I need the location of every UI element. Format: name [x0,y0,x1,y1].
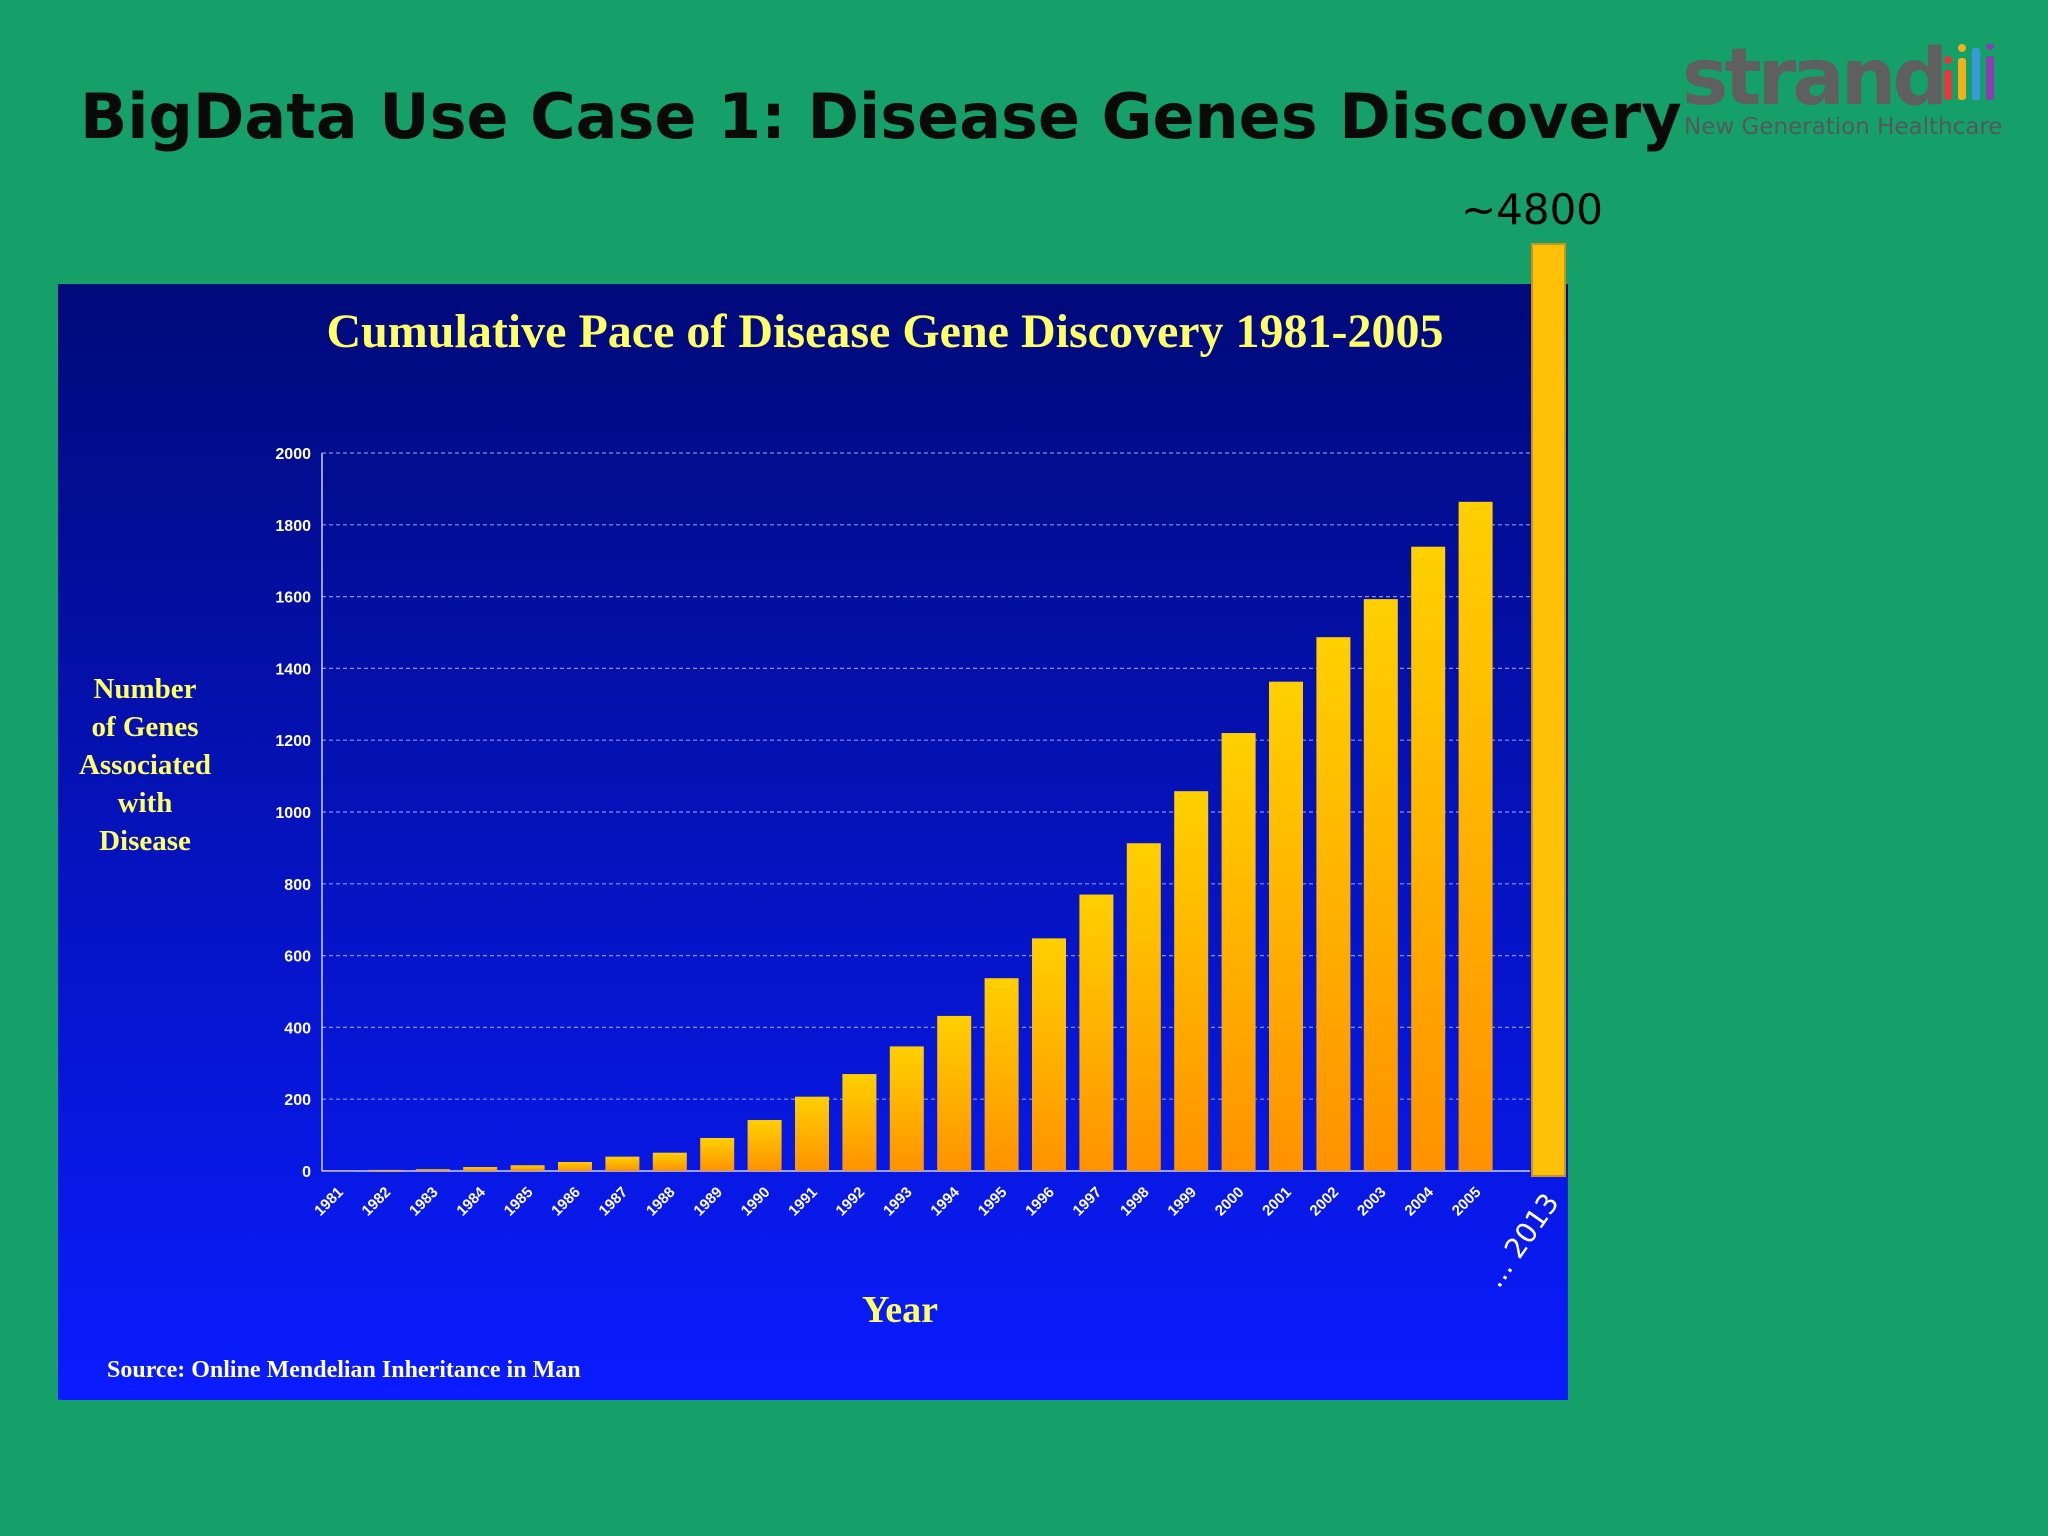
chart-panel [58,284,1568,1400]
y-label-line: Associated [79,749,211,781]
bar-1982 [368,1169,403,1171]
bar-1990 [747,1120,782,1171]
bar-2003 [1363,599,1398,1171]
bar-2001 [1269,681,1303,1171]
bar-2002 [1316,637,1351,1171]
bar-1994 [937,1015,972,1171]
bar-1984 [463,1167,498,1171]
logo-dot [1958,44,1966,52]
y-tick-label: 800 [284,877,311,894]
logo-bar [1986,56,1994,100]
bar-1995 [984,978,1019,1171]
y-tick-label: 1000 [275,805,311,822]
bar-1987 [605,1156,640,1171]
bar-2004 [1411,546,1446,1171]
bar-1983 [415,1169,450,1171]
bar-2000 [1221,733,1256,1171]
bars [321,501,1493,1172]
bar-1981 [321,1171,355,1172]
y-tick-label: 1600 [275,590,311,607]
gridlines [322,452,1530,1100]
y-tick-label: 1400 [275,661,311,678]
bar-1999 [1174,791,1209,1171]
logo-dot [1986,44,1994,50]
bar-1986 [558,1162,592,1171]
logo-bar [1944,70,1952,100]
bar-2005 [1458,501,1493,1172]
y-tick-label: 2000 [275,446,311,463]
bar-1992 [842,1074,877,1171]
y-tick-labels: 0 200 400 600 800 1000 1200 1400 1600 1800 2000 [275,446,311,1181]
bar-extension [1531,243,1566,1177]
y-label-line: Number [93,673,196,705]
bar-1993 [889,1046,924,1171]
logo-bars-icon [1944,44,1994,100]
slide-title: BigData Use Case 1: Disease Genes Discov… [80,80,1682,153]
bar-1997 [1079,894,1114,1171]
logo-tagline: New Generation Healthcare [1684,114,2003,140]
extension-value-label: ~4800 [1461,185,1603,234]
y-tick-label: 600 [284,949,311,966]
bar-1991 [795,1096,829,1171]
y-tick-label: 400 [284,1020,311,1037]
logo-wordmark: strand [1682,33,1948,123]
y-tick-label: 1800 [275,518,311,535]
logo-dot [1944,56,1952,64]
bar-1988 [652,1152,687,1171]
bar-1996 [1032,938,1066,1171]
y-tick-label: 1200 [275,733,311,750]
source-note: Source: Online Mendelian Inheritance in … [107,1357,581,1383]
y-tick-label: 0 [302,1164,311,1181]
x-axis-label: Year [862,1289,938,1331]
y-axis-label: Number of Genes Associated with Disease [79,673,211,857]
y-tick-label: 200 [284,1092,311,1109]
logo-bar [1972,48,1980,100]
y-label-line: of Genes [91,711,198,743]
y-label-line: with [118,787,173,819]
logo-bar [1958,58,1966,100]
bar-1998 [1126,843,1161,1171]
bar-1989 [700,1137,735,1171]
bar-1985 [510,1165,545,1171]
strand-logo: strand New Generation Healthcare [1682,38,2012,148]
chart-title: Cumulative Pace of Disease Gene Discover… [326,305,1443,358]
y-label-line: Disease [99,825,191,857]
